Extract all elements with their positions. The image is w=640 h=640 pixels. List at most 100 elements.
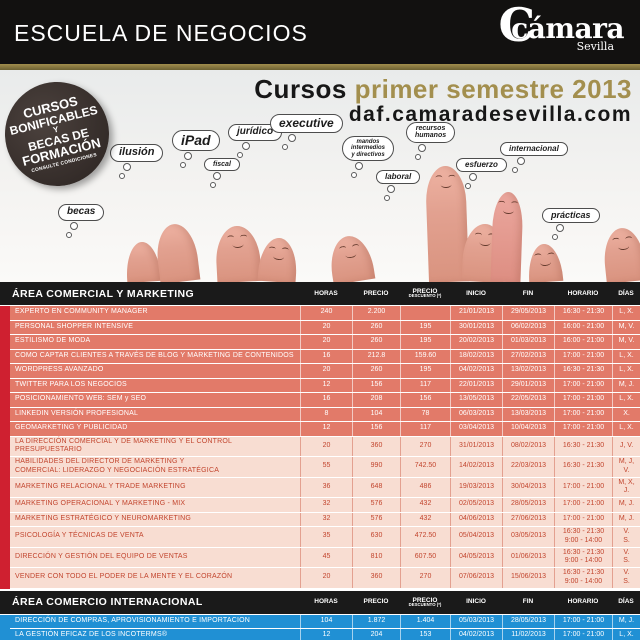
course-tables: ÁREA COMERCIAL Y MARKETING HORAS PRECIO … xyxy=(0,282,640,640)
cell-schedule: 17:00 - 21:00 xyxy=(554,407,612,421)
cell-end: 29/01/2013 xyxy=(502,378,554,392)
table-row: TWITTER PARA LOS NEGOCIOS 12 156 117 22/01/2… xyxy=(10,378,640,393)
cell-schedule: 17:00 - 21:00 xyxy=(554,477,612,497)
header-bar: ESCUELA DE NEGOCIOS C cámara Sevilla xyxy=(0,0,640,64)
cell-hours: 16 xyxy=(300,393,352,407)
cell-end: 13/02/2013 xyxy=(502,364,554,378)
cell-discount: 195 xyxy=(400,320,450,334)
cell-hours: 12 xyxy=(300,629,352,640)
column-header-horario: HORARIO xyxy=(567,598,599,606)
thought-bubble-recursos-humanos: recursos humanos xyxy=(406,122,456,160)
column-header-precio-descuento: PRECIO DESCUENTO (*) xyxy=(400,597,450,608)
cell-discount: 1.404 xyxy=(400,614,450,628)
cell-name: ESTILISMO DE MODA xyxy=(15,337,91,345)
cell-end: 01/03/2013 xyxy=(502,335,554,349)
table-row: MARKETING ESTRATÉGICO Y NEUROMARKETING 32… xyxy=(10,512,640,527)
table-row: DIRECCIÓN Y GESTIÓN DEL EQUIPO DE VENTAS… xyxy=(10,547,640,568)
cell-hours: 20 xyxy=(300,568,352,588)
cell-days: V. S. xyxy=(612,568,640,588)
thought-bubble-practicas: prácticas xyxy=(542,208,600,242)
table-row: EXPERTO EN COMMUNITY MANAGER 240 2.200 21/0… xyxy=(10,306,640,321)
table-row: HABILIDADES DEL DIRECTOR DE MARKETING Y … xyxy=(10,457,640,478)
cell-price: 648 xyxy=(352,477,400,497)
cell-start: 04/05/2013 xyxy=(450,547,502,567)
thought-bubble-executive: executive xyxy=(270,114,343,149)
cell-schedule: 17:00 - 21:00 xyxy=(554,422,612,436)
cell-end: 29/05/2013 xyxy=(502,306,554,320)
cell-hours: 20 xyxy=(300,364,352,378)
thought-bubble-esfuerzo: esfuerzo xyxy=(456,158,507,191)
cell-name: MARKETING RELACIONAL Y TRADE MARKETING xyxy=(15,482,186,490)
cell-name: WORDPRESS AVANZADO xyxy=(15,366,104,374)
cell-name: COMO CAPTAR CLIENTES A TRAVÉS DE BLOG Y … xyxy=(15,351,294,359)
cell-days: M, J. xyxy=(612,498,640,512)
cell-days: X. xyxy=(612,407,640,421)
finger-face xyxy=(602,235,640,252)
cell-start: 07/06/2013 xyxy=(450,568,502,588)
cell-price: 576 xyxy=(352,498,400,512)
cell-hours: 104 xyxy=(300,614,352,628)
cell-discount: 117 xyxy=(400,378,450,392)
section-header-marketing: ÁREA COMERCIAL Y MARKETING HORAS PRECIO … xyxy=(0,282,640,305)
finger-illustration xyxy=(490,191,524,282)
column-header-precio: PRECIO xyxy=(363,598,389,606)
cell-end: 28/05/2013 xyxy=(502,614,554,628)
column-header-fin: FIN xyxy=(522,289,534,297)
column-header-horario: HORARIO xyxy=(567,289,599,297)
cell-discount: 742.50 xyxy=(400,457,450,477)
cell-schedule: 16:30 - 21:30 9:00 - 14:00 xyxy=(554,568,612,588)
cell-end: 01/06/2013 xyxy=(502,547,554,567)
cell-days: M, J. xyxy=(612,614,640,628)
cell-hours: 20 xyxy=(300,436,352,456)
finger-illustration xyxy=(124,240,162,282)
cell-name: HABILIDADES DEL DIRECTOR DE MARKETING Y … xyxy=(15,458,220,474)
cell-name: POSICIONAMIENTO WEB: SEM y SEO xyxy=(15,395,147,403)
cell-hours: 12 xyxy=(300,378,352,392)
cell-days: M, X, J. xyxy=(612,477,640,497)
finger-face xyxy=(259,246,298,262)
table-row: LA GESTIÓN EFICAZ DE LOS INCOTERMS® 12 204… xyxy=(10,629,640,640)
cell-hours: 35 xyxy=(300,527,352,547)
cell-start: 05/03/2013 xyxy=(450,614,502,628)
cell-price: 630 xyxy=(352,527,400,547)
cell-days: L, X. xyxy=(612,349,640,363)
table-row: MARKETING RELACIONAL Y TRADE MARKETING 36… xyxy=(10,477,640,498)
table-row: DIRECCIÓN DE COMPRAS, APROVISIONAMIENTO … xyxy=(10,614,640,629)
cell-start: 04/02/2013 xyxy=(450,629,502,640)
cell-price: 810 xyxy=(352,547,400,567)
cell-end: 06/02/2013 xyxy=(502,320,554,334)
cell-start: 31/01/2013 xyxy=(450,436,502,456)
cell-price: 104 xyxy=(352,407,400,421)
cell-start: 19/03/2013 xyxy=(450,477,502,497)
cell-start: 04/06/2013 xyxy=(450,512,502,526)
cell-schedule: 17:00 - 21:00 xyxy=(554,629,612,640)
cell-price: 360 xyxy=(352,436,400,456)
cell-discount: 159.60 xyxy=(400,349,450,363)
finger-face xyxy=(493,200,523,215)
finger-illustration xyxy=(153,221,201,282)
cell-start: 14/02/2013 xyxy=(450,457,502,477)
cell-price: 360 xyxy=(352,568,400,588)
cell-start: 13/05/2013 xyxy=(450,393,502,407)
col-sublabel: DESCUENTO (*) xyxy=(408,293,442,299)
cell-hours: 32 xyxy=(300,498,352,512)
cell-price: 208 xyxy=(352,393,400,407)
cell-end: 22/03/2013 xyxy=(502,457,554,477)
table-row: LA DIRECCIÓN COMERCIAL Y DE MARKETING Y … xyxy=(10,436,640,457)
finger-face xyxy=(215,234,260,249)
cell-discount: 472.50 xyxy=(400,527,450,547)
logo-wordmark: C cámara xyxy=(499,2,625,48)
hero-photo-area: Cursos primer semestre 2013 daf.camarade… xyxy=(0,70,640,282)
cell-hours: 8 xyxy=(300,407,352,421)
cell-days: L, X. xyxy=(612,364,640,378)
table-row: COMO CAPTAR CLIENTES A TRAVÉS DE BLOG Y … xyxy=(10,349,640,364)
cell-schedule: 16:30 - 21:30 xyxy=(554,436,612,456)
cell-discount: 486 xyxy=(400,477,450,497)
cell-discount: 432 xyxy=(400,512,450,526)
cell-end: 27/06/2013 xyxy=(502,512,554,526)
table-row: PSICOLOGÍA Y TÉCNICAS DE VENTA 35 630 472.5… xyxy=(10,527,640,548)
table-row: ESTILISMO DE MODA 20 260 195 20/02/2013 01/03… xyxy=(10,335,640,350)
finger-face xyxy=(527,252,562,267)
finger-face xyxy=(425,174,465,189)
cell-name: MARKETING ESTRATÉGICO Y NEUROMARKETING xyxy=(15,514,192,522)
